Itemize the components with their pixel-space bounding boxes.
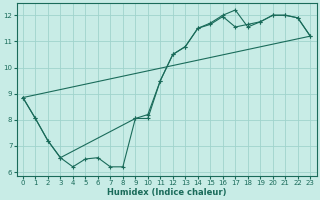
X-axis label: Humidex (Indice chaleur): Humidex (Indice chaleur) [107, 188, 226, 197]
